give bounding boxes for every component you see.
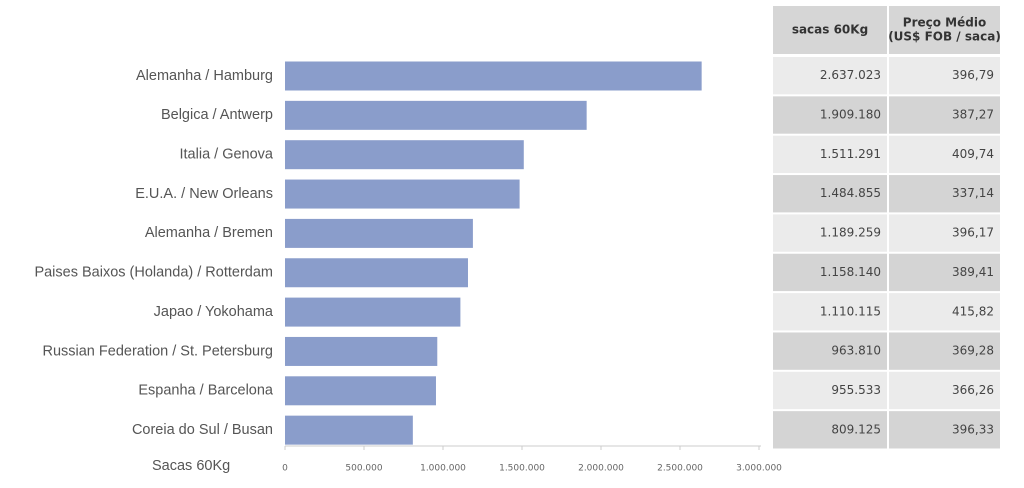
x-tick-label: 2.500.000	[657, 464, 703, 474]
table-cell	[773, 332, 887, 370]
cell-value: 955.533	[831, 383, 881, 397]
bar	[285, 100, 587, 130]
table-cell	[889, 332, 1000, 370]
cell-value: 1.189.259	[820, 226, 881, 240]
category-label: Coreia do Sul / Busan	[132, 422, 273, 438]
cell-value: 396,79	[952, 68, 994, 82]
bar	[285, 297, 461, 327]
table-cell	[773, 293, 887, 331]
cell-value: 963.810	[831, 344, 881, 358]
column-header: (US$ FOB / saca)	[888, 30, 1001, 44]
cell-value: 415,82	[952, 304, 994, 318]
table-cell	[889, 371, 1000, 410]
bar	[285, 415, 413, 445]
cell-value: 337,14	[952, 186, 994, 200]
category-label: Paises Baixos (Holanda) / Rotterdam	[34, 265, 273, 281]
category-label: E.U.A. / New Orleans	[135, 186, 273, 202]
bar	[285, 61, 702, 91]
category-label: Espanha / Barcelona	[138, 383, 274, 399]
cell-value: 396,17	[952, 226, 994, 240]
column-header: Preço Médio	[903, 16, 986, 30]
cell-value: 366,26	[952, 383, 994, 397]
table-cell	[773, 371, 887, 410]
x-tick-label: 2.000.000	[578, 464, 624, 474]
x-tick-label: 3.000.000	[736, 464, 782, 474]
table-cell	[889, 96, 1000, 134]
cell-value: 809.125	[831, 422, 881, 436]
bar	[285, 336, 438, 366]
table-cell	[889, 175, 1000, 213]
table-cell	[889, 57, 1000, 95]
table-cell	[773, 411, 887, 449]
cell-value: 1.158.140	[820, 265, 881, 279]
cell-value: 1.484.855	[820, 186, 881, 200]
cell-value: 1.511.291	[820, 147, 881, 161]
table-cell	[889, 135, 1000, 174]
table-cell	[889, 411, 1000, 449]
cell-value: 409,74	[952, 147, 994, 161]
table-cell	[773, 57, 887, 95]
x-tick-label: 0	[282, 464, 288, 474]
header-cell	[889, 6, 1000, 54]
bar	[285, 258, 468, 288]
category-label: Italia / Genova	[180, 147, 274, 163]
table-cell	[889, 214, 1000, 252]
cell-value: 369,28	[952, 344, 994, 358]
x-tick-label: 500.000	[345, 464, 382, 474]
cell-value: 389,41	[952, 265, 994, 279]
header-cell	[773, 6, 887, 54]
cell-value: 396,33	[952, 422, 994, 436]
category-label: Alemanha / Bremen	[145, 225, 273, 241]
category-label: Russian Federation / St. Petersburg	[42, 343, 273, 359]
category-label: Japao / Yokohama	[154, 304, 274, 320]
table-cell	[773, 96, 887, 134]
table-cell	[889, 253, 1000, 292]
bar	[285, 179, 520, 209]
category-label: Alemanha / Hamburg	[136, 68, 273, 84]
cell-value: 1.110.115	[820, 304, 881, 318]
column-header: sacas 60Kg	[792, 23, 868, 37]
cell-value: 2.637.023	[820, 68, 881, 82]
table-cell	[773, 253, 887, 292]
bar	[285, 376, 436, 406]
cell-value: 387,27	[952, 108, 994, 122]
x-axis-label: Sacas 60Kg	[152, 458, 230, 474]
x-tick-label: 1.500.000	[499, 464, 545, 474]
table-cell	[773, 135, 887, 174]
bar	[285, 140, 524, 170]
table-cell	[773, 175, 887, 213]
cell-value: 1.909.180	[820, 108, 881, 122]
table-cell	[773, 214, 887, 252]
table-cell	[889, 293, 1000, 331]
x-tick-label: 1.000.000	[420, 464, 466, 474]
bar	[285, 218, 473, 248]
category-label: Belgica / Antwerp	[161, 107, 273, 123]
